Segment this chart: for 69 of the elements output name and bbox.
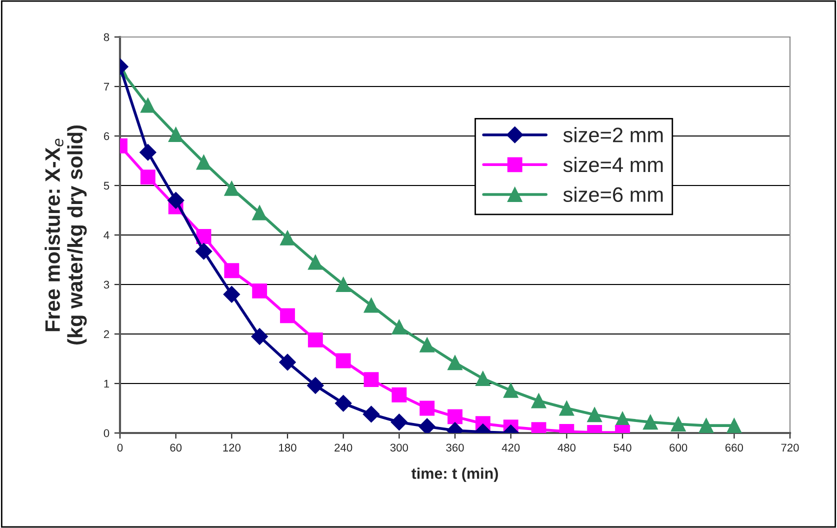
point (224, 263, 240, 278)
point (559, 400, 574, 416)
point (503, 382, 518, 398)
legend-label: size=4 mm (563, 156, 663, 172)
x-tick-label: 240 (334, 444, 352, 452)
y-tick-label: 7 (104, 82, 110, 91)
point (531, 393, 546, 408)
x-tick-label: 300 (390, 444, 408, 452)
point (280, 230, 295, 246)
point (336, 353, 351, 368)
point (140, 144, 156, 161)
x-tick-label: 120 (223, 444, 240, 452)
point (420, 400, 435, 416)
y-tick-label: 3 (104, 280, 110, 289)
point (448, 409, 462, 424)
point (420, 337, 435, 352)
legend-label: size=6 mm (563, 186, 663, 202)
point (448, 355, 462, 370)
point (334, 394, 352, 412)
point (280, 308, 295, 324)
y-tick-label: 8 (104, 33, 110, 42)
x-tick-label: 420 (502, 444, 520, 452)
point (251, 328, 268, 345)
point (307, 377, 324, 394)
y-tick-label: 1 (104, 380, 110, 388)
point (168, 127, 184, 142)
x-tick-label: 360 (446, 444, 464, 452)
point (364, 298, 379, 313)
y-axis-title: Free moisture: X-X$_{e}$ (kg water/kg dry solid) (44, 125, 87, 345)
x-tick-label: 540 (614, 444, 632, 452)
point (308, 254, 323, 270)
point (308, 332, 323, 348)
point (196, 154, 212, 170)
x-tick-label: 0 (117, 444, 123, 452)
point (392, 387, 407, 402)
y-tick-label: 6 (104, 132, 110, 140)
point (698, 418, 714, 433)
point (390, 414, 408, 430)
point (167, 192, 184, 209)
point (364, 372, 379, 388)
point (418, 418, 436, 433)
point (223, 286, 240, 303)
point (252, 205, 268, 220)
point (279, 354, 296, 371)
x-tick-label: 720 (781, 444, 799, 452)
point (140, 98, 156, 113)
point (362, 406, 380, 423)
point (642, 414, 658, 430)
point (336, 277, 351, 292)
x-tick-label: 480 (558, 444, 576, 452)
point (475, 371, 490, 386)
point (670, 416, 686, 432)
legend-label: size=2 mm (563, 127, 663, 142)
x-tick-label: 600 (670, 444, 688, 452)
point (195, 242, 212, 260)
y-tick-label: 5 (104, 182, 110, 190)
y-tick-label: 4 (104, 231, 110, 240)
x-tick-label: 660 (725, 444, 743, 452)
point (140, 170, 156, 185)
point (252, 283, 268, 298)
x-axis-title: time: t (min) (411, 468, 498, 482)
x-tick-label: 180 (279, 444, 296, 452)
y-tick-label: 2 (104, 330, 110, 338)
y-tick-label: 0 (104, 429, 110, 438)
point (587, 407, 602, 422)
point (392, 320, 407, 335)
point (726, 418, 742, 433)
point (224, 181, 240, 196)
x-tick-label: 60 (170, 444, 182, 452)
